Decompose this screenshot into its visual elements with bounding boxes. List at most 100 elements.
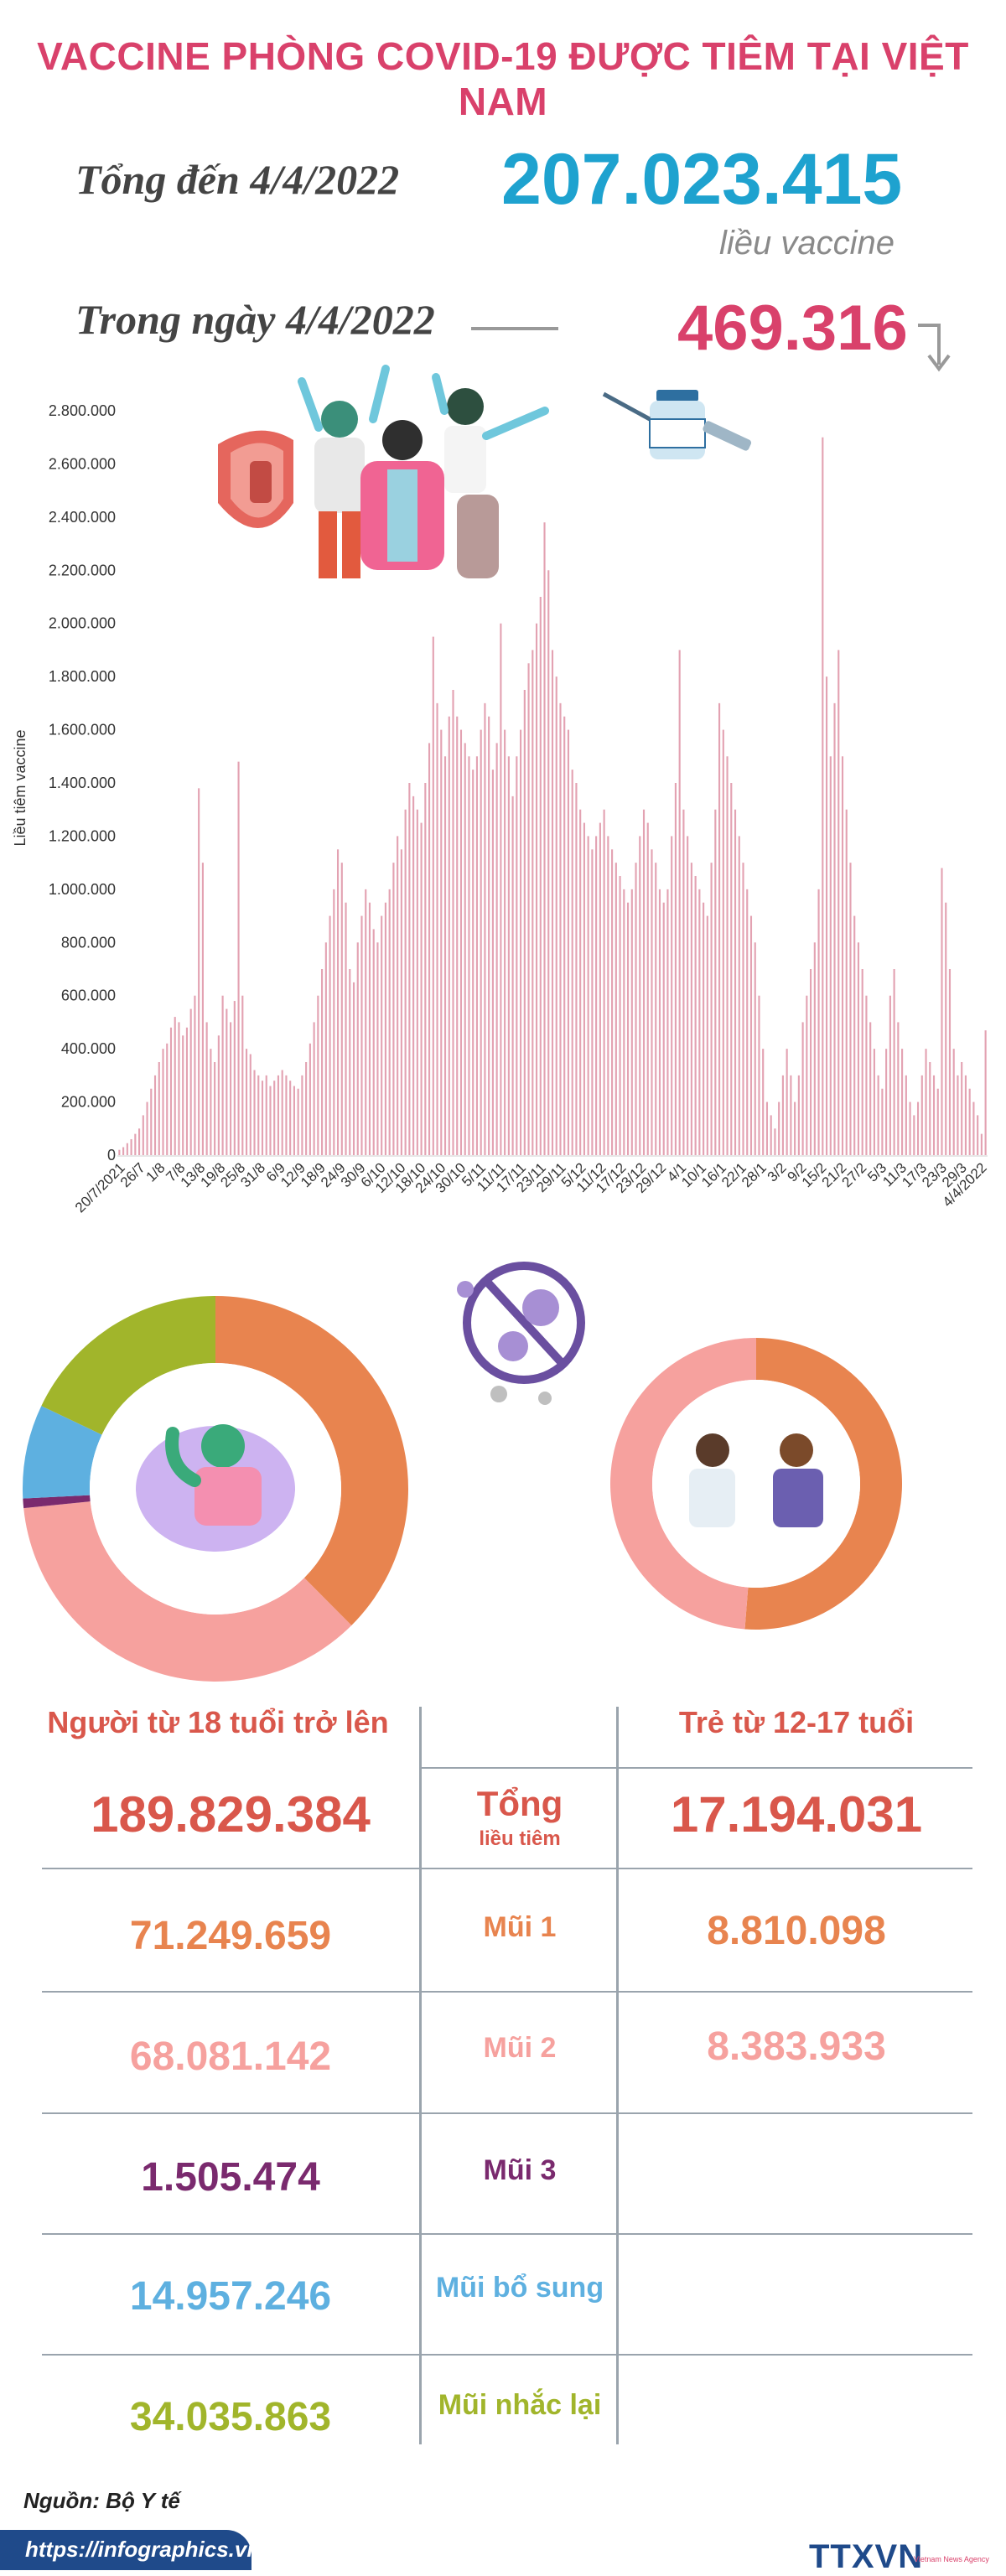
bar (146, 1101, 148, 1155)
adult-total: 189.829.384 (91, 1786, 371, 1843)
bar (130, 1138, 132, 1155)
bar (166, 1043, 169, 1155)
bar (289, 1081, 292, 1155)
bar (595, 836, 598, 1155)
bar (214, 1062, 216, 1155)
bar (384, 902, 386, 1155)
bar (245, 1049, 248, 1155)
bar (583, 822, 585, 1155)
bar (845, 809, 848, 1155)
bar (579, 809, 582, 1155)
y-axis-label: Liều tiêm vaccine (12, 729, 29, 846)
child-dose2: 8.383.933 (707, 2024, 886, 2069)
x-tick-label: 20/7/2021 (72, 1159, 128, 1215)
bar (626, 902, 630, 1155)
adult-dose2: 68.081.142 (129, 2034, 332, 2079)
bar (869, 1022, 872, 1155)
bar (614, 863, 617, 1155)
bar (730, 783, 733, 1155)
bar (440, 729, 443, 1155)
y-tick-label: 1.400.000 (49, 775, 116, 791)
bar (646, 822, 649, 1155)
bar (813, 942, 816, 1155)
bar (611, 849, 614, 1155)
bar (321, 969, 324, 1155)
bar (432, 636, 434, 1155)
bar (881, 1088, 884, 1155)
row-rule (42, 2233, 972, 2235)
bar (464, 743, 466, 1155)
bar (182, 1035, 184, 1155)
page-title: VACCINE PHÒNG COVID-19 ĐƯỢC TIÊM TẠI VIỆ… (37, 34, 969, 123)
bar (126, 1143, 128, 1155)
y-tick-label: 2.000.000 (49, 615, 116, 632)
bar (587, 836, 589, 1155)
bar (392, 863, 395, 1155)
bar (909, 1101, 911, 1155)
bar (153, 1075, 157, 1155)
bar (452, 690, 454, 1155)
bar (801, 1022, 804, 1155)
y-tick-label: 800.000 (61, 934, 116, 951)
bar (714, 809, 717, 1155)
bar (651, 849, 653, 1155)
bar (722, 729, 724, 1155)
bar (428, 743, 431, 1155)
y-tick-label: 1.000.000 (49, 881, 116, 898)
bar (563, 716, 566, 1155)
celebrating-people-illustration (218, 365, 549, 578)
row-rule (419, 1767, 972, 1769)
bar (448, 716, 450, 1155)
bar (281, 1070, 283, 1155)
bar (404, 809, 407, 1155)
bar (765, 1101, 769, 1155)
bar (929, 1062, 931, 1155)
bar (365, 889, 367, 1155)
bar (941, 868, 943, 1155)
donut-slice (41, 1296, 216, 1435)
donut-slice (609, 1338, 756, 1630)
bar (273, 1081, 276, 1155)
bar (742, 863, 744, 1155)
bar (865, 995, 868, 1155)
bar (825, 676, 828, 1155)
bar (972, 1101, 975, 1155)
bar (885, 1049, 888, 1155)
bar (230, 1022, 232, 1155)
adult-dose1: 71.249.659 (129, 1914, 332, 1958)
bar (662, 902, 665, 1155)
no-virus-icon (457, 1262, 585, 1405)
bar (226, 1008, 228, 1155)
bar (178, 1022, 180, 1155)
bar (185, 1027, 189, 1155)
bar (174, 1017, 176, 1155)
bar (781, 1075, 784, 1155)
bar (400, 849, 402, 1155)
bar (416, 809, 418, 1155)
bar (336, 849, 340, 1155)
bar (201, 863, 204, 1155)
bar (520, 729, 522, 1155)
bar (861, 969, 863, 1155)
bar (376, 942, 379, 1155)
x-axis: 20/7/202126/71/87/813/819/825/831/86/912… (72, 1159, 990, 1215)
bar (500, 623, 502, 1155)
bar (559, 702, 562, 1155)
total-label: Tổng đến 4/4/2022 (75, 156, 400, 203)
down-arrow-icon (918, 324, 951, 372)
bar (682, 809, 685, 1155)
y-tick-label: 2.200.000 (49, 562, 116, 578)
bar (897, 1022, 900, 1155)
bar (205, 1022, 208, 1155)
bar (961, 1062, 963, 1155)
footer-url[interactable]: https://infographics.vn (25, 2537, 261, 2562)
y-tick-label: 2.600.000 (49, 455, 116, 472)
bar (198, 788, 200, 1155)
bar (368, 902, 371, 1155)
bar (305, 1062, 308, 1155)
bar (841, 756, 844, 1155)
child-donut-chart (609, 1338, 902, 1630)
bar (710, 863, 713, 1155)
bar (484, 702, 486, 1155)
bar (349, 969, 351, 1155)
